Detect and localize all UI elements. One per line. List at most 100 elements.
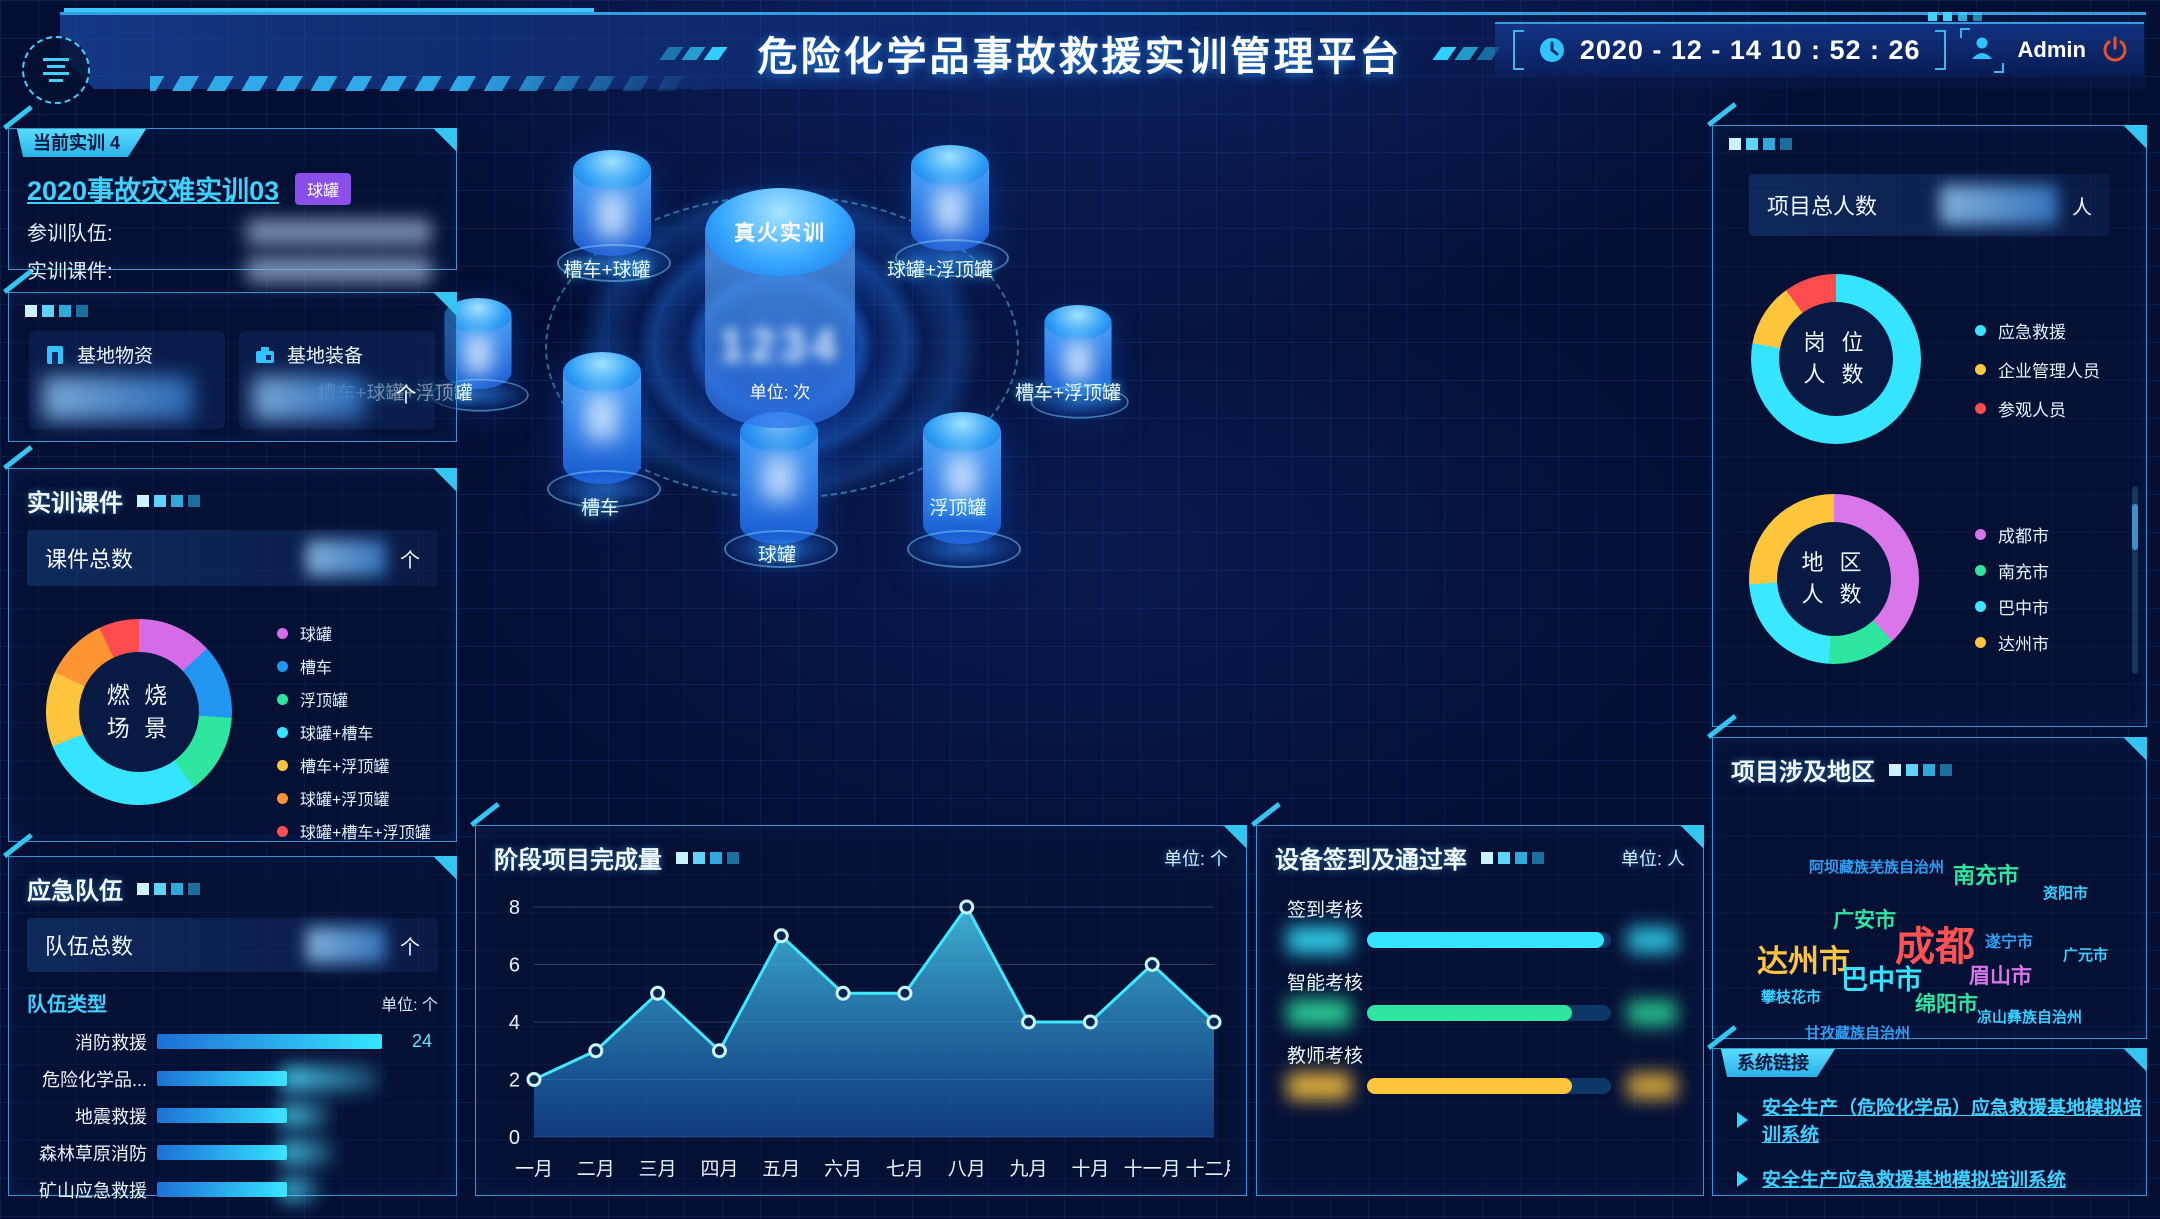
legend-label: 球罐+槽车: [300, 726, 374, 743]
blurred-device-count: [1287, 926, 1351, 954]
legend-label: 应急救援: [1998, 323, 2066, 342]
team-bar-fill: [157, 1145, 287, 1160]
region-people-donut-chart: 地 区人 数: [1749, 494, 1919, 664]
blurred-device-percent: [1627, 1073, 1677, 1099]
legend-label: 浮顶罐: [300, 693, 349, 710]
arrow-right-icon: [1737, 1170, 1748, 1187]
legend-label: 球罐+浮顶罐: [300, 792, 390, 809]
donut-center-label: 燃 烧场 景: [79, 652, 199, 772]
node-label: 槽车+浮顶罐: [1014, 383, 1122, 404]
team-bar-fill: [157, 1182, 287, 1197]
region-people-legend: 成都市 南充市 巴中市 达州市: [1975, 522, 2049, 655]
courseware-panel-title: 实训课件: [27, 490, 123, 517]
panel-deco-squares: [137, 494, 200, 507]
donut-center-text: 燃 烧: [106, 681, 172, 708]
team-type-bar-chart: 消防救援 24 危险化学品... 地震救援 森林草原消防 矿山应急救援: [9, 1019, 456, 1208]
region-word: 绵阳市: [1915, 993, 1978, 1016]
training-link[interactable]: 2020事故灾难实训03: [27, 176, 280, 206]
blurred-count: [464, 334, 492, 374]
legend-dot: [1975, 403, 1986, 414]
header-top-line: [64, 8, 594, 12]
device-row-label: 智能考核: [1287, 973, 1364, 994]
node-label: 槽车+球罐: [563, 260, 651, 281]
system-link-row: 安全生产（危险化学品）应急救援基地模拟培训系统: [1737, 1093, 2146, 1147]
system-link[interactable]: 安全生产（危险化学品）应急救援基地模拟培训系统: [1762, 1098, 2143, 1146]
legend-item: 球罐+槽车: [277, 720, 431, 744]
node-label: 浮顶罐: [929, 498, 987, 519]
people-total-unit: 人: [2072, 196, 2092, 219]
people-total-card: 项目总人数 人: [1749, 174, 2110, 236]
team-type-unit: 单位: 个: [381, 996, 438, 1014]
donut-center-text: 场 景: [106, 715, 172, 741]
header-dash-decoration: [150, 76, 710, 91]
team-bar-label: 地震救援: [75, 1106, 147, 1127]
region-word: 遂宁市: [1985, 934, 2034, 951]
blurred-equipment-count: [253, 376, 365, 420]
username[interactable]: Admin: [2017, 37, 2086, 62]
menu-icon[interactable]: [22, 36, 90, 104]
legend-dot: [1975, 325, 1986, 336]
legend-dot: [277, 660, 288, 672]
team-bar-track: [157, 1066, 402, 1091]
team-bar-label: 森林草原消防: [39, 1143, 147, 1164]
node-label: 球罐: [757, 545, 797, 566]
legend-dot: [277, 726, 288, 738]
device-pass-rows: 签到考核 智能考核 教师考核: [1257, 895, 1703, 1100]
region-word: 眉山市: [1969, 965, 2032, 988]
team-bar-fill: [157, 1034, 383, 1049]
power-icon[interactable]: [2100, 35, 2130, 65]
user-icon: [1971, 37, 1992, 59]
scrollbar[interactable]: [2132, 486, 2138, 674]
courseware-total-card: 课件总数 个: [27, 530, 438, 586]
device-row-label: 教师考核: [1287, 1046, 1364, 1067]
panel-deco-squares: [137, 882, 200, 895]
blurred-courseware-total: [306, 540, 386, 576]
panel-deco-squares: [1889, 763, 1952, 776]
regions-panel-title: 项目涉及地区: [1731, 759, 1875, 786]
system-link[interactable]: 安全生产应急救援基地模拟培训系统: [1762, 1170, 2067, 1191]
svg-text:十一月: 十一月: [1124, 1158, 1181, 1180]
legend-dot: [1975, 601, 1986, 612]
team-bar-label: 危险化学品...: [41, 1069, 147, 1090]
donut-center-label: 地 区人 数: [1777, 522, 1891, 636]
region-word-cloud: 阿坝藏族羌族自治州 南充市 资阳市 广安市 成都 遂宁市 广元市 达州市 巴中市 眉山市 攀枝花市 绵…: [1713, 786, 2146, 1042]
blurred-people-total: [1940, 185, 2058, 225]
teams-total-card: 队伍总数 个: [27, 918, 438, 972]
region-word: 阿坝藏族羌族自治州: [1809, 859, 1945, 876]
title-left-decoration: [659, 46, 728, 60]
datetime: 2020 - 12 - 14 10 : 52 : 26: [1579, 34, 1921, 65]
region-word: 巴中市: [1841, 965, 1922, 995]
legend-item: 球罐: [277, 621, 431, 645]
blurred-device-count: [1287, 999, 1351, 1027]
team-bar-track: [157, 1177, 402, 1202]
training-badge: 球罐: [295, 172, 352, 205]
legend-label: 达州市: [1998, 635, 2049, 654]
header-title-row: 危险化学品事故救援实训管理平台: [0, 24, 2160, 82]
panel-courseware: 实训课件 课件总数 个 燃 烧场 景 球罐槽车浮顶罐球罐+槽车槽车+浮顶罐球罐+…: [8, 468, 457, 842]
svg-text:十月: 十月: [1071, 1158, 1109, 1180]
scrollbar-thumb[interactable]: [2132, 504, 2138, 550]
blurred-bar-tail: [279, 1066, 378, 1091]
legend-dot: [1975, 364, 1986, 375]
legend-item: 槽车: [277, 654, 431, 678]
stage-panel-title: 阶段项目完成量: [494, 847, 662, 874]
team-bar-row: 矿山应急救援: [15, 1171, 446, 1208]
stage-completion-chart: 0 2 4 6 8 一月 二月 三月 四月 五月 六月 七月 八月 九月 十月十一月十二月: [509, 897, 1243, 1180]
device-row: 教师考核: [1287, 1041, 1677, 1100]
base-materials-label: 基地物资: [77, 346, 154, 367]
device-row-line: [1287, 926, 1677, 954]
base-materials-card: 基地物资: [29, 331, 225, 429]
svg-text:4: 4: [509, 1012, 520, 1034]
courseware-total-unit: 个: [400, 549, 420, 572]
user-avatar-box[interactable]: [1959, 27, 2004, 73]
bracket-decoration: [1512, 30, 1524, 70]
device-row-line: [1287, 1072, 1677, 1100]
device-progress-track: [1367, 1078, 1611, 1094]
panel-deco-squares: [1481, 851, 1544, 864]
team-bar-track: [157, 1103, 402, 1128]
device-progress-fill: [1367, 1005, 1572, 1021]
device-unit: 单位: 人: [1620, 848, 1685, 869]
legend-dot: [277, 627, 288, 639]
courseware-total-label: 课件总数: [45, 547, 134, 572]
legend-item: 槽车+浮顶罐: [277, 753, 431, 777]
